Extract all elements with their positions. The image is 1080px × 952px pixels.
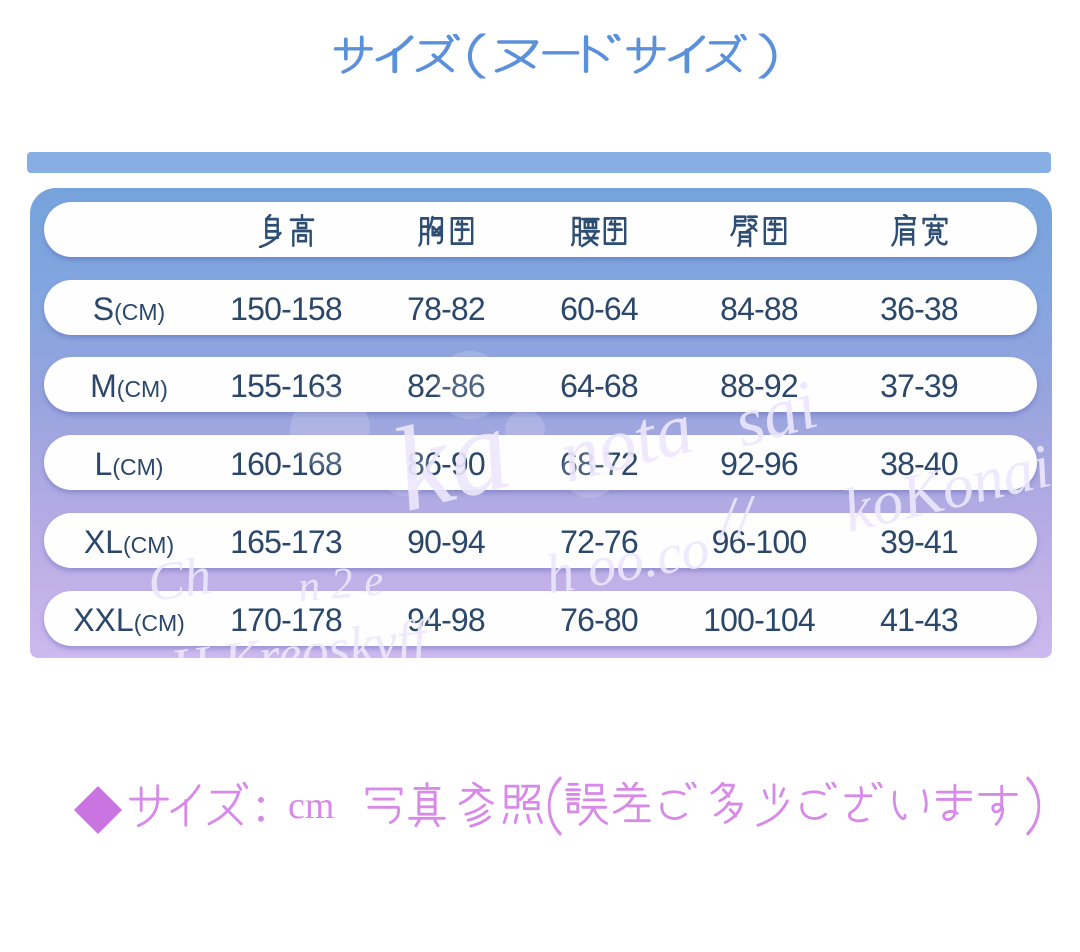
svg-text:cm: cm [288,785,334,827]
